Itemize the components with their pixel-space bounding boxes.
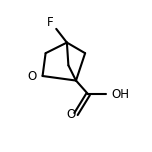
Text: F: F bbox=[47, 16, 54, 29]
Text: OH: OH bbox=[112, 88, 130, 101]
Text: O: O bbox=[67, 107, 76, 121]
Text: O: O bbox=[27, 69, 36, 83]
